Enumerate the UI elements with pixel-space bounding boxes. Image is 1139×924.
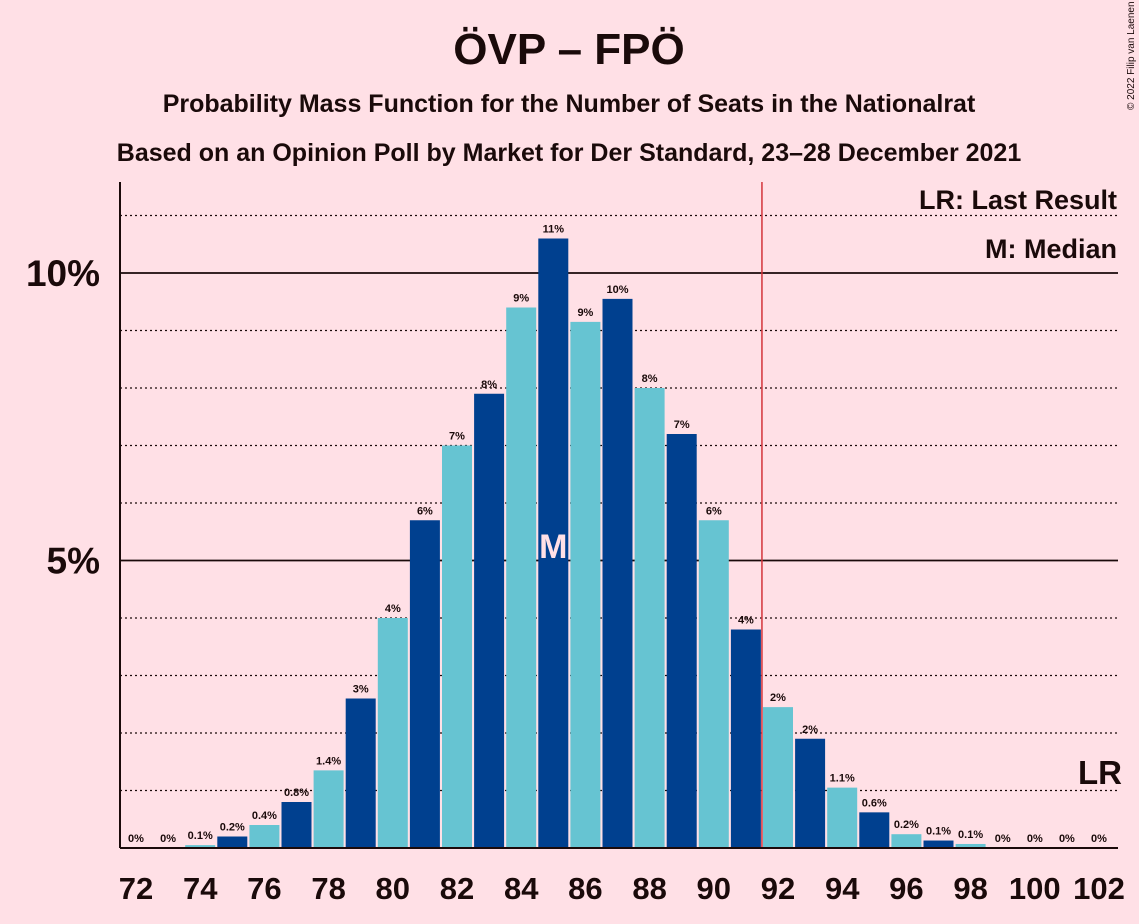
bar-label-seat-95: 0.6% [862,797,887,809]
copyright-note: © 2022 Filip van Laenen [1126,1,1137,110]
bar-seat-95 [859,812,890,848]
bar-seat-74 [185,845,216,848]
x-tick-labels: 72 74 76 78 80 82 84 86 88 90 92 94 96 98 100 102 [119,871,1125,906]
bar-label-seat-88: 8% [642,373,658,385]
bar-label-seat-73: 0% [160,833,176,845]
chart-subtitle-2: Based on an Opinion Poll by Market for D… [117,139,1022,167]
bar-label-seat-92: 2% [770,692,786,704]
bar-label-seat-84: 9% [513,293,529,305]
x-tick-94: 94 [825,871,860,906]
bar-seat-85 [538,238,569,848]
chart-title: ÖVP – FPÖ [453,25,685,74]
legend-last-result: LR: Last Result [919,185,1117,215]
y-tick-5: 5% [47,541,100,582]
x-tick-90: 90 [697,871,731,906]
bar-label-seat-101: 0% [1059,833,1075,845]
bar-seat-93 [795,738,826,848]
y-tick-labels: 10% 5% [26,253,100,582]
x-tick-88: 88 [632,871,666,906]
x-tick-80: 80 [376,871,410,906]
bar-seat-98 [955,843,986,848]
bar-label-seat-99: 0% [995,833,1011,845]
bar-label-seat-76: 0.4% [252,810,277,822]
bar-label-seat-87: 10% [606,284,628,296]
bar-seat-79 [345,698,376,848]
bar-seat-91 [730,629,761,848]
x-tick-86: 86 [568,871,602,906]
x-tick-74: 74 [183,871,218,906]
bar-label-seat-81: 6% [417,505,433,517]
bar-label-seat-93: 2% [802,724,818,736]
bar-seat-84 [506,307,537,848]
bar-seat-97 [923,840,954,848]
bar-label-seat-86: 9% [577,307,593,319]
bar-label-seat-102: 0% [1091,833,1107,845]
bar-label-seat-74: 0.1% [188,830,213,842]
bar-label-seat-94: 1.1% [830,773,855,785]
bar-label-seat-85: 11% [543,224,565,236]
bar-seat-76 [249,825,280,848]
bar-label-seat-79: 3% [353,684,369,696]
bar-seat-87 [602,298,633,848]
median-marker: M [539,528,567,566]
x-tick-82: 82 [440,871,474,906]
bar-label-seat-80: 4% [385,603,401,615]
y-tick-10: 10% [26,253,100,294]
chart-subtitle-1: Probability Mass Function for the Number… [163,90,976,118]
bar-label-seat-77: 0.8% [284,787,309,799]
bar-label-seat-90: 6% [706,505,722,517]
bar-label-seat-96: 0.2% [894,819,919,831]
bar-seat-83 [474,393,505,848]
x-tick-84: 84 [504,871,539,906]
x-tick-92: 92 [761,871,795,906]
bar-seat-89 [666,434,697,848]
bar-seat-86 [570,321,601,848]
bar-label-seat-83: 8% [481,379,497,391]
legend-median: M: Median [985,234,1117,264]
x-tick-100: 100 [1009,871,1061,906]
bar-seat-82 [442,445,472,848]
bar-seat-77 [281,802,312,848]
bar-label-seat-91: 4% [738,615,754,627]
x-tick-96: 96 [889,871,923,906]
bar-label-seat-98: 0.1% [958,829,983,841]
bar-label-seat-75: 0.2% [220,822,245,834]
bar-labels: 0% 0% 0.1% 0.2% 0.4% 0.8% 1.4% 3% 4% 6% 7% 8% 9% 11% 9… [128,224,1107,846]
bar-seat-90 [698,520,729,848]
x-tick-98: 98 [953,871,987,906]
bar-seat-92 [763,707,793,848]
bar-seat-78 [313,770,344,848]
bar-seat-81 [409,520,440,848]
bar-label-seat-72: 0% [128,833,144,845]
bar-label-seat-97: 0.1% [926,826,951,838]
bar-label-seat-82: 7% [449,431,465,443]
x-tick-76: 76 [247,871,281,906]
bar-label-seat-100: 0% [1027,833,1043,845]
bar-label-seat-89: 7% [674,419,690,431]
last-result-marker: LR [1078,754,1122,791]
x-tick-102: 102 [1073,871,1125,906]
bars: M [185,238,986,848]
x-tick-78: 78 [311,871,345,906]
axes [119,182,1118,849]
bar-label-seat-78: 1.4% [316,755,341,767]
bar-seat-88 [634,388,665,848]
bar-seat-94 [827,787,858,848]
bar-seat-75 [217,836,248,848]
x-tick-72: 72 [119,871,153,906]
bar-seat-80 [377,618,408,848]
bar-seat-96 [891,834,922,848]
